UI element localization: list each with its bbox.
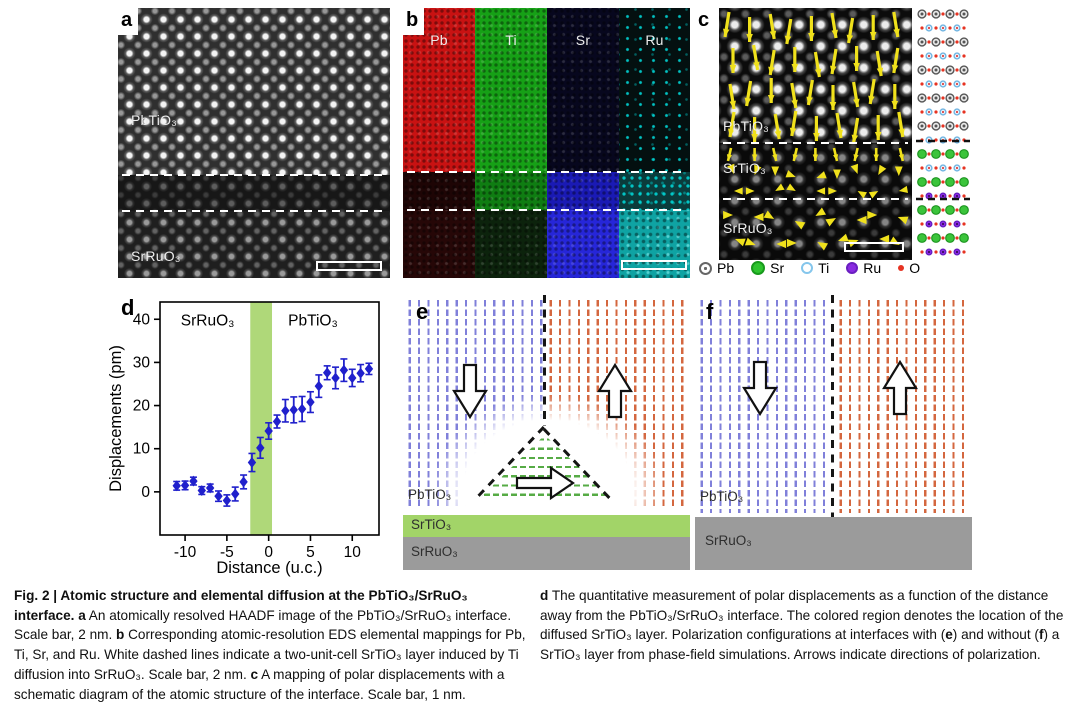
pbtio3-srtio3-dashed-line <box>723 142 908 145</box>
srtio3-layer-dashed-line <box>407 209 686 212</box>
scale-bar-2nm <box>316 261 382 271</box>
domain-wall-dashed-line <box>831 295 834 517</box>
svg-text:20: 20 <box>133 398 151 415</box>
scale-bar-2nm <box>621 260 687 270</box>
svg-text:30: 30 <box>133 354 151 371</box>
legend-label-sr: Sr <box>770 260 785 276</box>
pbtio3-label: PbTiO₃ <box>408 487 452 502</box>
svg-text:-5: -5 <box>220 544 234 561</box>
o-atom-icon <box>898 265 905 271</box>
ru-atom-icon <box>846 262 859 274</box>
polarization-direction-arrows <box>452 362 633 501</box>
svg-text:0: 0 <box>141 484 150 501</box>
svg-text:Distance (u.c.): Distance (u.c.) <box>216 559 322 577</box>
srruo3-label: SrRuO₃ <box>411 544 458 559</box>
interface-dashed-line <box>122 174 386 177</box>
eds-strip-ru <box>619 8 690 278</box>
svg-text:0: 0 <box>264 544 273 561</box>
up-arrow-icon <box>882 359 918 416</box>
panel-f-simulation-without-srtio3: PbTiO₃ SrRuO₃ f <box>695 295 972 570</box>
legend-item-ru: Ru <box>846 260 881 276</box>
polarization-direction-arrows <box>742 359 918 417</box>
caption-right-column: d The quantitative measurement of polar … <box>540 588 1064 663</box>
ti-atom-icon <box>801 262 814 274</box>
panel-d-displacement-chart: d -10 -5 0 5 10 0 10 20 30 40 SrRuO₃ PbTiO₃ Distance… <box>105 292 407 582</box>
interface-dashed-line <box>122 210 386 213</box>
legend-label-ti: Ti <box>818 260 830 276</box>
panel-a-haadf-image: a PbTiO₃ SrRuO₃ <box>118 8 390 278</box>
panel-c-displacement-map: PbTiO₃ SrTiO₃ SrRuO₃ <box>719 8 912 260</box>
panel-e-simulation-with-srtio3: PbTiO₃ SrTiO₃ SrRuO₃ e <box>403 295 690 570</box>
eds-strip-sr <box>547 8 619 278</box>
srruo3-label: SrRuO₃ <box>705 533 752 548</box>
pbtio3-label: PbTiO₃ <box>131 112 178 128</box>
svg-text:10: 10 <box>133 441 151 458</box>
domain-wall-dashed-line <box>543 295 546 426</box>
right-arrow-icon <box>515 465 575 501</box>
srtio3-srruo3-dashed-line <box>723 198 908 201</box>
eds-strip-ti <box>475 8 547 278</box>
interface-region <box>118 175 390 211</box>
element-label-ti: Ti <box>505 32 517 48</box>
pbtio3-label: PbTiO₃ <box>700 489 744 504</box>
srruo3-lattice-region <box>118 211 390 278</box>
panel-label-f: f <box>706 299 714 324</box>
srtio3-label: SrTiO₃ <box>411 517 452 532</box>
legend-label-pb: Pb <box>717 260 735 276</box>
panel-b-eds-maps: Pb Ti Sr Ru b <box>403 8 690 278</box>
caption-left-column: Fig. 2 | Atomic structure and elemental … <box>14 588 526 702</box>
down-arrow-icon <box>742 360 778 417</box>
panel-label-b: b <box>403 8 425 35</box>
panel-label-e: e <box>416 299 429 324</box>
sr-atom-icon <box>751 261 766 275</box>
panel-label-a: a <box>118 8 139 35</box>
legend-item-o: O <box>898 260 920 276</box>
legend-item-ti: Ti <box>801 260 829 276</box>
legend-label-o: O <box>909 260 921 276</box>
svg-text:PbTiO₃: PbTiO₃ <box>288 313 338 330</box>
element-label-pb: Pb <box>430 32 448 48</box>
up-arrow-icon <box>597 362 633 419</box>
srruo3-substrate-bar: SrRuO₃ <box>403 537 690 570</box>
pbtio3-lattice-region <box>118 8 390 175</box>
srtio3-label: SrTiO₃ <box>723 160 766 176</box>
legend-item-pb: Pb <box>699 260 734 276</box>
element-label-ru: Ru <box>645 32 664 48</box>
polar-displacement-arrows <box>723 11 909 251</box>
atom-legend: Pb Sr Ti Ru O <box>699 260 920 276</box>
svg-text:Displacements (pm): Displacements (pm) <box>107 345 125 492</box>
panel-label-d: d <box>121 295 135 320</box>
svg-text:40: 40 <box>133 311 151 328</box>
pbtio3-label: PbTiO₃ <box>723 118 770 134</box>
eds-strip-pb <box>403 8 475 278</box>
atomic-structure-schematic <box>916 8 970 260</box>
element-label-sr: Sr <box>575 32 591 48</box>
srruo3-label: SrRuO₃ <box>723 220 773 236</box>
legend-item-sr: Sr <box>751 260 784 276</box>
scale-bar-1nm <box>844 242 904 252</box>
srruo3-label: SrRuO₃ <box>131 248 181 264</box>
panel-label-c: c <box>698 9 710 31</box>
down-arrow-icon <box>452 363 488 420</box>
displacement-vs-distance-plot: -10 -5 0 5 10 0 10 20 30 40 SrRuO₃ PbTiO₃ Distance (… <box>107 301 380 577</box>
svg-text:-10: -10 <box>174 544 197 561</box>
svg-text:5: 5 <box>306 544 315 561</box>
srtio3-layer-bar: SrTiO₃ <box>403 515 690 537</box>
svg-text:SrRuO₃: SrRuO₃ <box>181 313 235 330</box>
srruo3-substrate-bar: SrRuO₃ <box>695 517 972 570</box>
legend-label-ru: Ru <box>863 260 882 276</box>
svg-text:10: 10 <box>344 544 362 561</box>
srtio3-layer-dashed-line <box>407 171 686 174</box>
pb-atom-icon <box>699 261 712 275</box>
